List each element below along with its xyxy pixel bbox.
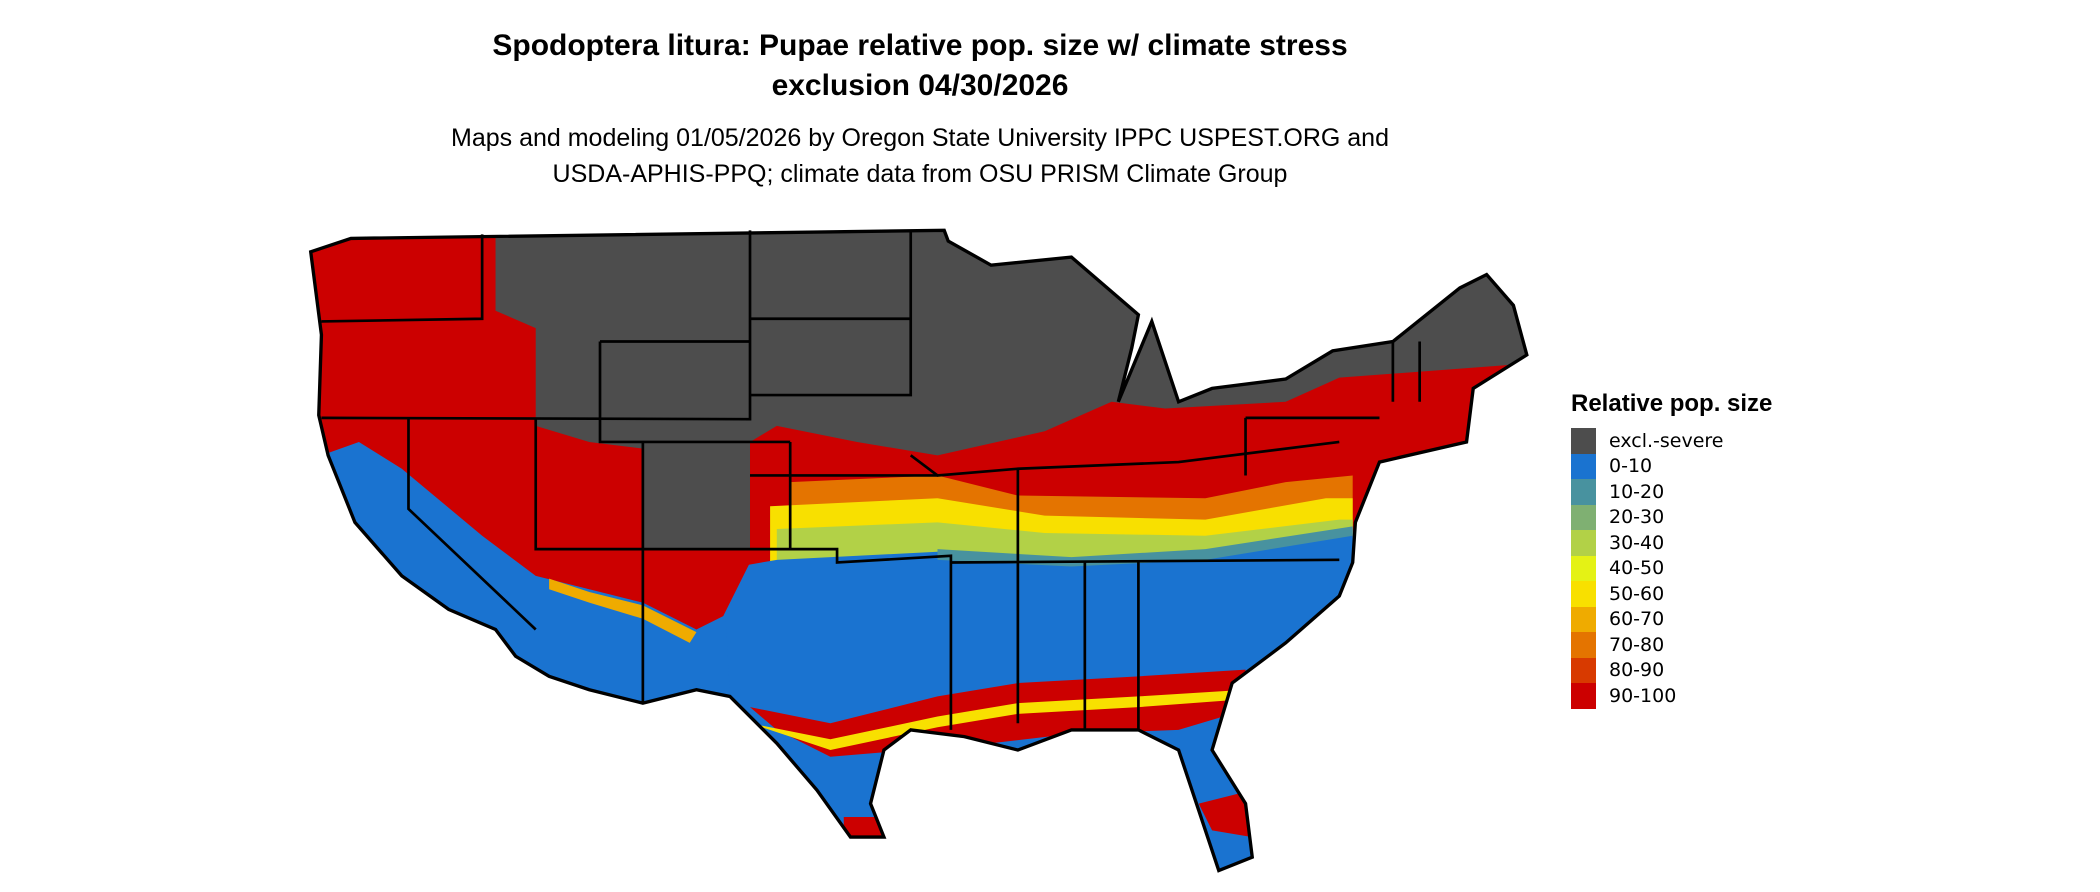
title-line-1: Spodoptera litura: Pupae relative pop. s… [492,29,1348,62]
legend-label: 70-80 [1609,633,1665,656]
region-southwest-orange [549,578,697,643]
region-10-20-band [937,526,1353,567]
map-subtitle: Maps and modeling 01/05/2026 by Oregon S… [0,120,1840,192]
legend-label: 30-40 [1609,531,1665,554]
legend-label: 80-90 [1609,659,1665,682]
legend-label: excl.-severe [1609,429,1724,452]
legend-swatch [1571,632,1596,658]
legend-label: 50-60 [1609,582,1665,605]
legend-swatch [1571,530,1596,556]
legend-label: 20-30 [1609,506,1665,529]
legend-swatch [1571,581,1596,607]
legend-swatch [1571,479,1596,505]
legend-swatch [1571,657,1596,683]
legend-label: 60-70 [1609,608,1665,631]
region-0-10-southwest [321,441,730,704]
legend-swatch [1571,453,1596,479]
legend-title: Relative pop. size [1571,390,1773,417]
legend-label: 10-20 [1609,480,1665,503]
map-title: Spodoptera litura: Pupae relative pop. s… [0,26,1840,106]
legend-label: 90-100 [1609,684,1677,707]
legend-swatch [1571,555,1596,581]
legend-swatch [1571,504,1596,530]
legend-item: 80-90 [1571,657,1772,683]
state-borders [321,230,1421,730]
legend-item: 10-20 [1571,479,1772,505]
legend-item: 70-80 [1571,632,1772,658]
legend-item: 60-70 [1571,606,1772,632]
legend-item: excl.-severe [1571,428,1772,454]
subtitle-line-2: USDA-APHIS-PPQ; climate data from OSU PR… [552,160,1288,188]
legend-item: 40-50 [1571,555,1772,581]
legend-items: excl.-severe 0-10 10-20 20-30 30-40 40-50 50-6… [1571,428,1772,709]
legend-swatch [1571,606,1596,632]
legend-label: 0-10 [1609,455,1653,478]
subtitle-line-1: Maps and modeling 01/05/2026 by Oregon S… [451,124,1389,152]
legend-swatch [1571,683,1596,709]
title-line-2: exclusion 04/30/2026 [771,69,1069,102]
region-texas-coast-red [843,816,891,844]
region-gulf-coast-yellow [750,689,1246,751]
legend-item: 90-100 [1571,683,1772,709]
legend-swatch [1571,428,1596,454]
legend-label: 40-50 [1609,557,1665,580]
legend-item: 30-40 [1571,530,1772,556]
legend-item: 20-30 [1571,504,1772,530]
legend-item: 50-60 [1571,581,1772,607]
legend: Relative pop. size excl.-severe 0-10 10-20… [1571,390,1772,709]
legend-item: 0-10 [1571,453,1772,479]
region-florida-red [1198,790,1253,838]
